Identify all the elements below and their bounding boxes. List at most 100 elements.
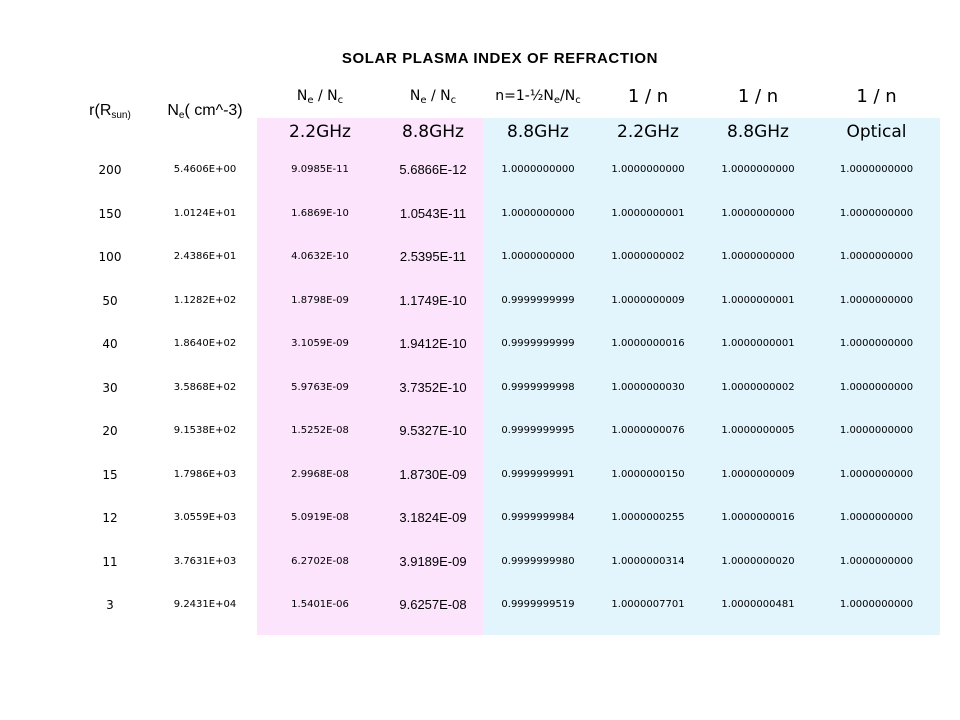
header-density-base: N	[167, 102, 179, 119]
cell-inv-n-2-2ghz: 1.0000000001	[611, 207, 685, 219]
formula-c: c	[575, 95, 581, 106]
header-inv-n-3: 1 / n	[856, 86, 897, 107]
cell-ratio-8-8ghz: 3.1824E-09	[399, 510, 467, 525]
cell-inv-n-optical: 1.0000000000	[839, 207, 914, 219]
cell-inv-n-2-2ghz: 1.0000000009	[611, 294, 685, 306]
cell-inv-n-8-8ghz: 1.0000000001	[721, 338, 795, 349]
cell-ratio-2-2ghz: 3.1059E-09	[291, 338, 349, 349]
table-title: SOLAR PLASMA INDEX OF REFRACTION	[341, 50, 659, 67]
cell-inv-n-optical: 1.0000000000	[839, 468, 914, 480]
cell-inv-n-2-2ghz: 1.0000000314	[611, 555, 685, 567]
ratio-slash: / N	[313, 88, 338, 104]
cell-inv-n-8-8ghz: 1.0000000005	[721, 425, 795, 436]
cell-ratio-8-8ghz: 3.9189E-09	[399, 553, 467, 569]
cell-inv-n-optical: 1.0000000000	[839, 338, 914, 349]
cell-inv-n-optical: 1.0000000000	[839, 251, 914, 262]
cell-inv-n-8-8ghz: 1.0000000016	[721, 512, 795, 523]
cell-n-8-8ghz: 0.9999999999	[501, 294, 575, 306]
cell-ratio-8-8ghz: 2.5395E-11	[399, 249, 467, 264]
cell-ratio-2-2ghz: 9.0985E-11	[291, 164, 349, 175]
cell-n-8-8ghz: 1.0000000000	[501, 164, 575, 175]
cell-n-8-8ghz: 0.9999999984	[501, 512, 575, 523]
cell-n-8-8ghz: 1.0000000000	[501, 207, 575, 219]
header-radius: r(Rsun)	[70, 102, 150, 121]
cell-inv-n-8-8ghz: 1.0000000009	[721, 468, 795, 480]
formula-e: e	[553, 95, 561, 106]
cell-n-8-8ghz: 0.9999999999	[501, 338, 575, 349]
ratio-slash: / N	[426, 88, 451, 104]
cell-ratio-2-2ghz: 6.2702E-08	[291, 555, 349, 567]
cell-radius: 15	[102, 467, 118, 482]
cell-density: 1.0124E+01	[173, 207, 237, 219]
cell-ratio-8-8ghz: 1.0543E-11	[399, 205, 467, 221]
cell-inv-n-8-8ghz: 1.0000000481	[721, 599, 795, 610]
header-freq-1: 2.2GHz	[289, 122, 351, 142]
cell-density: 9.1538E+02	[173, 425, 237, 436]
cell-inv-n-optical: 1.0000000000	[839, 599, 914, 610]
header-radius-base: r(R	[89, 102, 112, 119]
cell-ratio-2-2ghz: 1.5252E-08	[291, 425, 349, 436]
header-freq-5: 8.8GHz	[727, 122, 789, 142]
cell-inv-n-optical: 1.0000000000	[839, 425, 914, 436]
ratio-e: e	[307, 95, 314, 106]
cell-radius: 150	[98, 206, 122, 221]
cell-radius: 50	[102, 293, 118, 308]
header-ratio-2: Ne / Nc	[383, 88, 483, 106]
cell-n-8-8ghz: 0.9999999998	[501, 381, 575, 393]
cell-inv-n-optical: 1.0000000000	[839, 512, 914, 523]
cell-n-8-8ghz: 0.9999999519	[501, 599, 575, 610]
cell-ratio-8-8ghz: 9.5327E-10	[399, 423, 467, 438]
cell-inv-n-2-2ghz: 1.0000000255	[611, 512, 685, 523]
cell-radius: 30	[102, 380, 118, 395]
header-freq-6: Optical	[846, 122, 907, 142]
cell-inv-n-optical: 1.0000000000	[839, 294, 914, 306]
ratio-n: N	[409, 88, 421, 104]
cell-ratio-2-2ghz: 4.0632E-10	[291, 251, 349, 262]
cell-radius: 20	[102, 424, 118, 438]
cell-inv-n-2-2ghz: 1.0000000030	[611, 381, 685, 393]
cell-inv-n-8-8ghz: 1.0000000000	[721, 207, 795, 219]
cell-inv-n-8-8ghz: 1.0000000000	[721, 164, 795, 175]
cell-n-8-8ghz: 0.9999999995	[501, 425, 575, 436]
ratio-c: c	[450, 95, 457, 106]
cell-inv-n-optical: 1.0000000000	[839, 555, 914, 567]
cell-ratio-2-2ghz: 1.8798E-09	[291, 294, 349, 306]
header-inv-n-1: 1 / n	[627, 86, 669, 107]
cell-density: 3.5868E+02	[173, 381, 237, 393]
cell-ratio-2-2ghz: 1.6869E-10	[291, 207, 349, 219]
cell-ratio-8-8ghz: 1.1749E-10	[399, 292, 467, 308]
cell-inv-n-2-2ghz: 1.0000007701	[611, 599, 685, 610]
cell-ratio-2-2ghz: 5.9763E-09	[291, 381, 349, 393]
formula-mid: /N	[560, 88, 576, 104]
cell-inv-n-2-2ghz: 1.0000000076	[611, 425, 685, 436]
header-freq-2: 8.8GHz	[402, 122, 464, 142]
cell-density: 5.4606E+00	[173, 164, 237, 175]
header-inv-n-2: 1 / n	[737, 86, 779, 107]
cell-density: 1.8640E+02	[173, 338, 237, 349]
cell-radius: 12	[102, 511, 118, 525]
cell-ratio-8-8ghz: 9.6257E-08	[399, 597, 467, 612]
cell-ratio-8-8ghz: 5.6866E-12	[399, 162, 467, 177]
cell-n-8-8ghz: 0.9999999991	[501, 468, 575, 480]
header-density: Ne( cm^-3)	[150, 102, 260, 121]
cell-radius: 11	[102, 554, 118, 569]
cell-inv-n-optical: 1.0000000000	[839, 381, 914, 393]
cell-n-8-8ghz: 1.0000000000	[501, 251, 575, 262]
cell-inv-n-8-8ghz: 1.0000000020	[721, 555, 795, 567]
cell-density: 3.0559E+03	[173, 512, 237, 523]
cell-density: 9.2431E+04	[173, 599, 237, 610]
ratio-e: e	[420, 95, 427, 106]
header-freq-4: 2.2GHz	[617, 122, 679, 142]
cell-radius: 200	[98, 163, 122, 177]
header-radius-sub: sun)	[111, 110, 131, 121]
cell-inv-n-optical: 1.0000000000	[839, 164, 914, 175]
cell-density: 1.1282E+02	[173, 294, 237, 306]
cell-ratio-2-2ghz: 1.5401E-06	[291, 599, 349, 610]
header-freq-3: 8.8GHz	[507, 122, 569, 142]
cell-ratio-8-8ghz: 1.9412E-10	[399, 336, 467, 351]
cell-density: 3.7631E+03	[173, 555, 237, 567]
cell-inv-n-8-8ghz: 1.0000000001	[721, 294, 795, 306]
header-density-sub: e	[178, 110, 185, 121]
ratio-n: N	[296, 88, 308, 104]
cell-density: 2.4386E+01	[173, 251, 237, 262]
